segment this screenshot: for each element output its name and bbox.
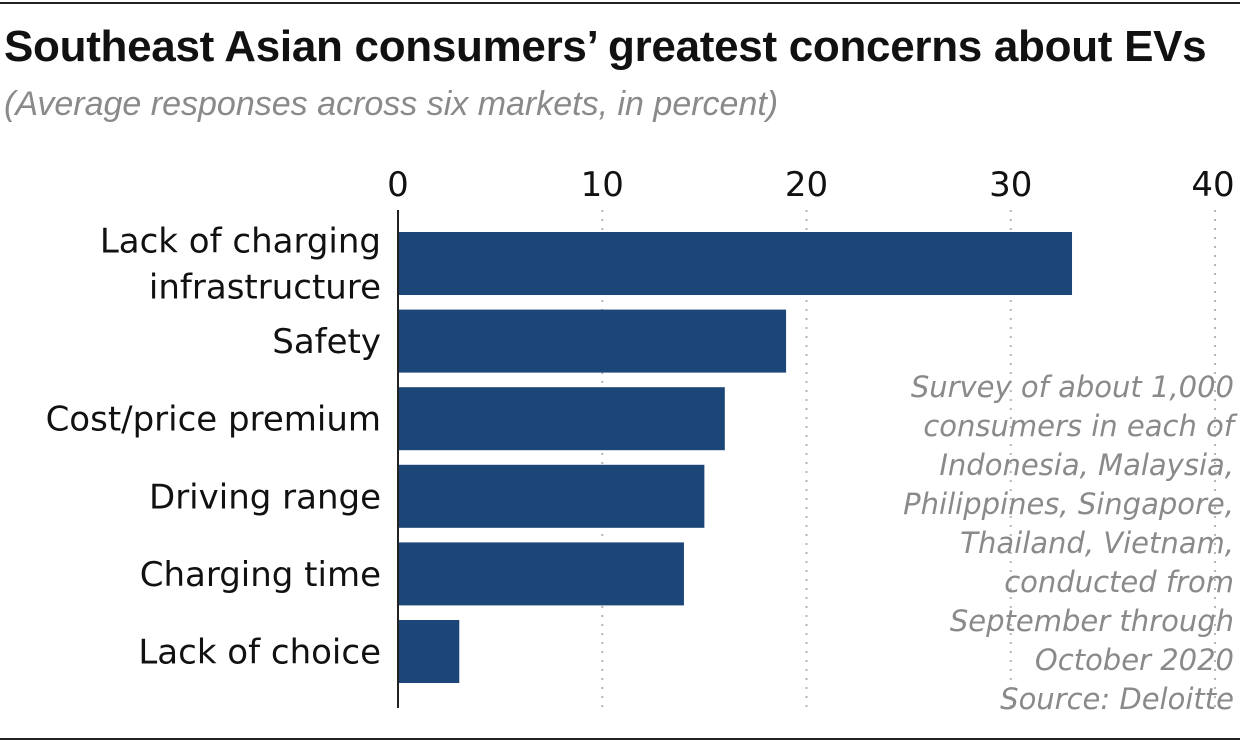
category-label: Charging time xyxy=(140,555,381,595)
bar xyxy=(398,620,460,683)
note-line: Philippines, Singapore, xyxy=(903,487,1234,521)
bar xyxy=(398,309,787,373)
note-line: September through xyxy=(949,604,1234,638)
note-line: consumers in each of xyxy=(923,409,1234,443)
category-label: Lack of choice xyxy=(138,633,381,673)
category-label: Cost/price premium xyxy=(46,400,381,440)
note-line: October 2020 xyxy=(1034,643,1234,677)
chart-title: Southeast Asian consumers’ greatest conc… xyxy=(4,20,1234,131)
bar xyxy=(398,387,725,451)
x-tick-label: 0 xyxy=(387,165,409,205)
note-line: conducted from xyxy=(1004,565,1234,599)
x-tick-label: 40 xyxy=(1191,165,1234,205)
category-label-layer: Lack of charging infrastructure Safety Cost… xyxy=(46,222,381,673)
source-label: Source: Deloitte xyxy=(1000,682,1234,716)
note-line: Survey of about 1,000 xyxy=(910,370,1234,404)
tick-layer: 0 10 20 30 40 xyxy=(387,165,1234,205)
category-label: Lack of charging infrastructure xyxy=(100,222,381,308)
title-text: Southeast Asian consumers’ greatest conc… xyxy=(4,22,1207,71)
bar-layer xyxy=(398,232,1073,683)
bottom-rule xyxy=(0,738,1240,740)
x-tick-label: 10 xyxy=(581,165,624,205)
category-label: Driving range xyxy=(149,477,381,517)
survey-note: Survey of about 1,000 consumers in each … xyxy=(814,368,1234,719)
note-line: Indonesia, Malaysia, xyxy=(939,448,1234,482)
category-label: Safety xyxy=(272,322,381,362)
chart-subtitle: (Average responses across six markets, i… xyxy=(4,85,779,123)
x-tick-label: 30 xyxy=(989,165,1032,205)
bar xyxy=(398,464,705,528)
bar xyxy=(398,232,1073,295)
bar xyxy=(398,542,684,606)
x-tick-label: 20 xyxy=(785,165,828,205)
note-line: Thailand, Vietnam, xyxy=(960,526,1234,560)
top-rule xyxy=(0,2,1240,4)
